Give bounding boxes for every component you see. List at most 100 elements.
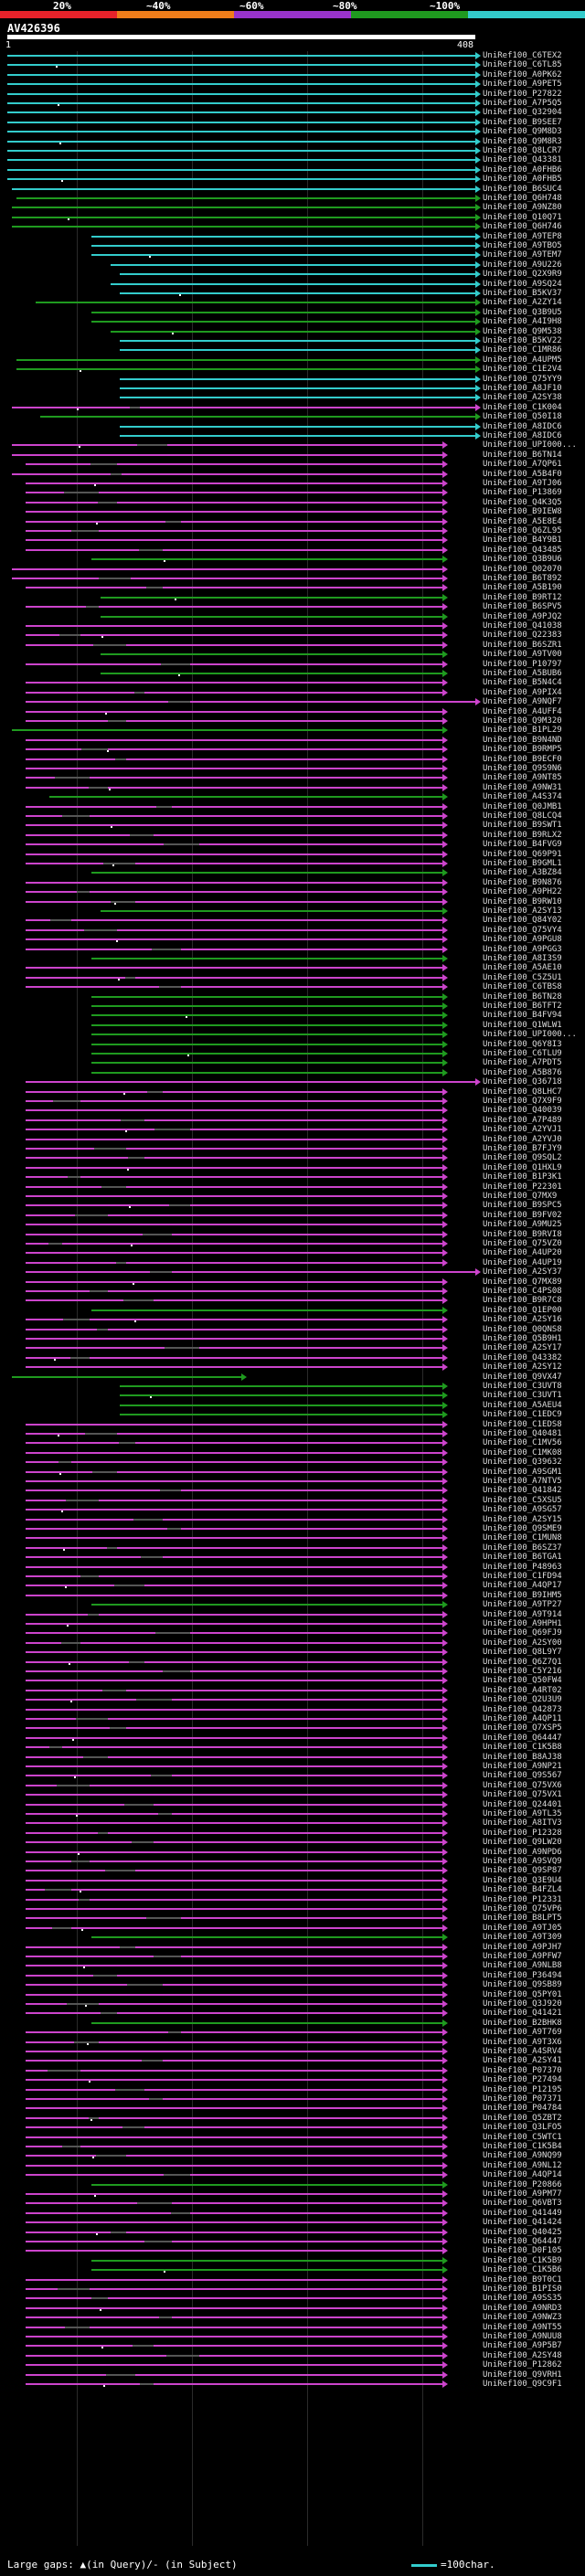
hit-id-link[interactable]: UniRef100_A4QP14 (483, 2170, 562, 2180)
hit-id-link[interactable]: UniRef100_A9NW31 (483, 782, 562, 792)
hit-id-link[interactable]: UniRef100_A9T3X6 (483, 2037, 562, 2047)
hit-id-link[interactable]: UniRef100_A9TBO5 (483, 241, 562, 250)
hit-id-link[interactable]: UniRef100_Q5PY01 (483, 1989, 562, 1999)
hit-row[interactable]: UniRef100_Q64447 (0, 2237, 585, 2246)
hit-row[interactable]: UniRef100_B1PL29 (0, 726, 585, 735)
hit-row[interactable]: UniRef100_B4FV94 (0, 1011, 585, 1020)
hit-row[interactable]: UniRef100_A2SY41 (0, 2056, 585, 2065)
hit-id-link[interactable]: UniRef100_A3BZ84 (483, 868, 562, 878)
hit-id-link[interactable]: UniRef100_Q6H748 (483, 194, 562, 203)
hit-id-link[interactable]: UniRef100_A4QP11 (483, 1714, 562, 1723)
hit-row[interactable]: UniRef100_B2BHK8 (0, 2019, 585, 2028)
hit-row[interactable]: UniRef100_A9NT55 (0, 2323, 585, 2332)
hit-row[interactable]: UniRef100_A4UFF4 (0, 707, 585, 716)
hit-row[interactable]: UniRef100_A2SY13 (0, 906, 585, 916)
hit-id-link[interactable]: UniRef100_Q22383 (483, 631, 562, 641)
hit-id-link[interactable]: UniRef100_A2SY13 (483, 906, 562, 916)
hit-id-link[interactable]: UniRef100_P07370 (483, 2065, 562, 2075)
hit-row[interactable]: UniRef100_B9N876 (0, 878, 585, 887)
hit-id-link[interactable]: UniRef100_A5AE10 (483, 963, 562, 973)
hit-id-link[interactable]: UniRef100_Q8LHC7 (483, 1087, 562, 1097)
hit-row[interactable]: UniRef100_Q75VP6 (0, 1904, 585, 1913)
hit-id-link[interactable]: UniRef100_Q9SQL2 (483, 1153, 562, 1163)
hit-id-link[interactable]: UniRef100_A5BUB6 (483, 669, 562, 678)
hit-row[interactable]: UniRef100_Q5ZBT2 (0, 2114, 585, 2123)
hit-id-link[interactable]: UniRef100_Q7XSP5 (483, 1723, 562, 1733)
hit-row[interactable]: UniRef100_Q9S567 (0, 1771, 585, 1780)
hit-id-link[interactable]: UniRef100_C1MUN8 (483, 1533, 562, 1543)
hit-id-link[interactable]: UniRef100_UPI000... (483, 1030, 577, 1040)
hit-row[interactable]: UniRef100_Q22383 (0, 631, 585, 640)
hit-id-link[interactable]: UniRef100_B9SWT1 (483, 821, 562, 831)
hit-id-link[interactable]: UniRef100_C6TBS8 (483, 982, 562, 992)
hit-row[interactable]: UniRef100_Q41038 (0, 621, 585, 631)
hit-row[interactable]: UniRef100_A4SRV4 (0, 2047, 585, 2056)
hit-id-link[interactable]: UniRef100_A9PJQ2 (483, 611, 562, 621)
hit-row[interactable]: UniRef100_Q7XSP5 (0, 1723, 585, 1733)
hit-row[interactable]: UniRef100_A9T309 (0, 1933, 585, 1942)
hit-row[interactable]: UniRef100_Q24401 (0, 1800, 585, 1809)
hit-id-link[interactable]: UniRef100_B9RVI8 (483, 1229, 562, 1239)
hit-row[interactable]: UniRef100_A9NL12 (0, 2161, 585, 2170)
hit-row[interactable]: UniRef100_Q41842 (0, 1486, 585, 1495)
hit-row[interactable]: UniRef100_B1P3K1 (0, 1172, 585, 1182)
hit-id-link[interactable]: UniRef100_B9IEW8 (483, 507, 562, 517)
hit-id-link[interactable]: UniRef100_B9IHM5 (483, 1590, 562, 1600)
hit-row[interactable]: UniRef100_Q75VX6 (0, 1781, 585, 1790)
hit-row[interactable]: UniRef100_Q50FW4 (0, 1676, 585, 1685)
hit-id-link[interactable]: UniRef100_A4UP20 (483, 1248, 562, 1258)
hit-row[interactable]: UniRef100_A8IDC6 (0, 422, 585, 431)
hit-id-link[interactable]: UniRef100_B9T0C1 (483, 2274, 562, 2284)
hit-id-link[interactable]: UniRef100_Q75VX1 (483, 1790, 562, 1800)
hit-row[interactable]: UniRef100_B6TFT2 (0, 1002, 585, 1011)
hit-id-link[interactable]: UniRef100_B2BHK8 (483, 2018, 562, 2028)
hit-row[interactable]: UniRef100_Q1EP00 (0, 1306, 585, 1315)
hit-row[interactable]: UniRef100_A9TJ06 (0, 479, 585, 488)
hit-id-link[interactable]: UniRef100_A9SG57 (483, 1505, 562, 1515)
hit-id-link[interactable]: UniRef100_A9NUU8 (483, 2332, 562, 2341)
hit-row[interactable]: UniRef100_B9RMP5 (0, 745, 585, 754)
hit-id-link[interactable]: UniRef100_A2SY00 (483, 1638, 562, 1648)
hit-row[interactable]: UniRef100_Q39632 (0, 1458, 585, 1467)
hit-id-link[interactable]: UniRef100_A9MU25 (483, 1220, 562, 1230)
hit-id-link[interactable]: UniRef100_B6SPV5 (483, 602, 562, 612)
hit-row[interactable]: UniRef100_B9ECF0 (0, 755, 585, 764)
hit-id-link[interactable]: UniRef100_P13869 (483, 488, 562, 498)
hit-row[interactable]: UniRef100_Q9C9F1 (0, 2380, 585, 2389)
hit-row[interactable]: UniRef100_Q41449 (0, 2209, 585, 2218)
hit-id-link[interactable]: UniRef100_B9R7C8 (483, 1296, 562, 1306)
hit-row[interactable]: UniRef100_A9NQF7 (0, 697, 585, 706)
hit-id-link[interactable]: UniRef100_C1EDS8 (483, 1419, 562, 1429)
hit-id-link[interactable]: UniRef100_A9NL12 (483, 2160, 562, 2170)
hit-row[interactable]: UniRef100_A9HPH1 (0, 1619, 585, 1628)
hit-row[interactable]: UniRef100_A9NUU8 (0, 2332, 585, 2341)
hit-id-link[interactable]: UniRef100_Q5B9H1 (483, 1334, 562, 1343)
hit-row[interactable]: UniRef100_Q75VY4 (0, 926, 585, 935)
hit-row[interactable]: UniRef100_B9RW10 (0, 897, 585, 906)
hit-id-link[interactable]: UniRef100_Q75VY4 (483, 925, 562, 935)
hit-id-link[interactable]: UniRef100_Q75VP6 (483, 1904, 562, 1913)
hit-id-link[interactable]: UniRef100_B4FZL4 (483, 1885, 562, 1895)
hit-id-link[interactable]: UniRef100_A9NP21 (483, 1762, 562, 1771)
hit-row[interactable]: UniRef100_A9PH22 (0, 887, 585, 896)
hit-id-link[interactable]: UniRef100_Q69FJ9 (483, 1628, 562, 1638)
hit-row[interactable]: UniRef100_P12195 (0, 2085, 585, 2094)
hit-row[interactable]: UniRef100_C4PS08 (0, 1287, 585, 1296)
hit-id-link[interactable]: UniRef100_A7P5Q5 (483, 99, 562, 108)
hit-row[interactable]: UniRef100_A9SVQ9 (0, 1857, 585, 1866)
hit-row[interactable]: UniRef100_A9SQ24 (0, 280, 585, 289)
hit-id-link[interactable]: UniRef100_A5E8E4 (483, 516, 562, 526)
hit-row[interactable]: UniRef100_A7P489 (0, 1116, 585, 1125)
hit-id-link[interactable]: UniRef100_A9NLB8 (483, 1961, 562, 1971)
hit-row[interactable]: UniRef100_Q43485 (0, 546, 585, 555)
hit-id-link[interactable]: UniRef100_B6TGA1 (483, 1553, 562, 1563)
hit-row[interactable]: UniRef100_A2SY00 (0, 1638, 585, 1648)
hit-row[interactable]: UniRef100_A9PGU8 (0, 935, 585, 944)
hit-row[interactable]: UniRef100_Q40039 (0, 1106, 585, 1115)
hit-row[interactable]: UniRef100_A9PFW7 (0, 1952, 585, 1961)
hit-id-link[interactable]: UniRef100_A9NZ80 (483, 203, 562, 213)
hit-id-link[interactable]: UniRef100_Q40425 (483, 2227, 562, 2237)
hit-id-link[interactable]: UniRef100_C1FD94 (483, 1572, 562, 1581)
hit-id-link[interactable]: UniRef100_Q8L9Y7 (483, 1648, 562, 1658)
hit-row[interactable]: UniRef100_A9NZ80 (0, 203, 585, 212)
